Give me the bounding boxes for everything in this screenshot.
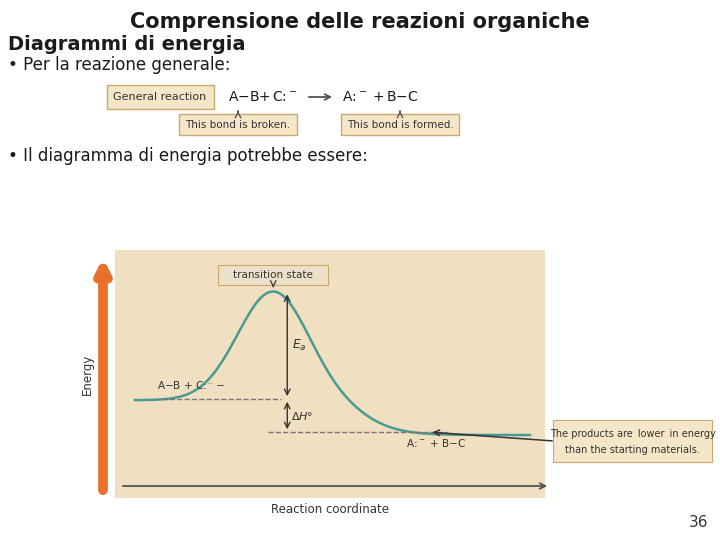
Text: General reaction: General reaction: [113, 92, 207, 102]
FancyBboxPatch shape: [341, 114, 459, 135]
Bar: [115, 250, 545, 498]
FancyBboxPatch shape: [553, 420, 712, 462]
FancyBboxPatch shape: [107, 85, 214, 109]
Text: A:$^-$ + B$-$C: A:$^-$ + B$-$C: [407, 437, 467, 449]
FancyBboxPatch shape: [179, 114, 297, 135]
Text: • Per la reazione generale:: • Per la reazione generale:: [8, 56, 230, 74]
Text: A:$^-$: A:$^-$: [342, 90, 367, 104]
Text: B$-$C: B$-$C: [386, 90, 418, 104]
Text: • Il diagramma di energia potrebbe essere:: • Il diagramma di energia potrebbe esser…: [8, 147, 368, 165]
Text: than the starting materials.: than the starting materials.: [565, 445, 700, 455]
Text: Energy: Energy: [81, 353, 94, 395]
Text: $E_a$: $E_a$: [292, 338, 307, 353]
Text: Comprensione delle reazioni organiche: Comprensione delle reazioni organiche: [130, 12, 590, 32]
Text: $+$: $+$: [372, 90, 384, 104]
Text: C:$^-$: C:$^-$: [272, 90, 297, 104]
Text: $\Delta H°$: $\Delta H°$: [292, 409, 314, 422]
Text: The products are  lower  in energy: The products are lower in energy: [549, 429, 716, 439]
Text: transition state: transition state: [233, 269, 313, 280]
Text: A$-$B: A$-$B: [228, 90, 260, 104]
Text: This bond is broken.: This bond is broken.: [186, 120, 291, 130]
Text: This bond is formed.: This bond is formed.: [346, 120, 454, 130]
Text: $+$: $+$: [258, 90, 270, 104]
Text: Reaction coordinate: Reaction coordinate: [271, 503, 389, 516]
FancyBboxPatch shape: [218, 265, 328, 285]
Text: A$-$B + C:$^{..}-$: A$-$B + C:$^{..}-$: [157, 379, 225, 391]
Text: Diagrammi di energia: Diagrammi di energia: [8, 35, 246, 54]
Text: 36: 36: [688, 515, 708, 530]
